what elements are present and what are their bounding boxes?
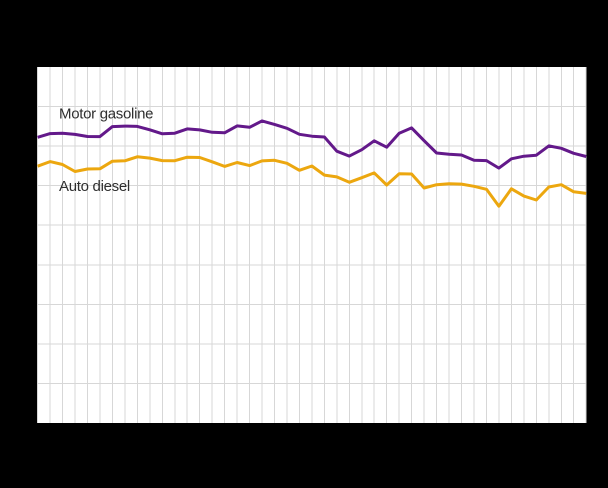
svg-text:Auto diesel: Auto diesel <box>59 178 130 195</box>
svg-text:Motor gasoline: Motor gasoline <box>59 106 153 123</box>
